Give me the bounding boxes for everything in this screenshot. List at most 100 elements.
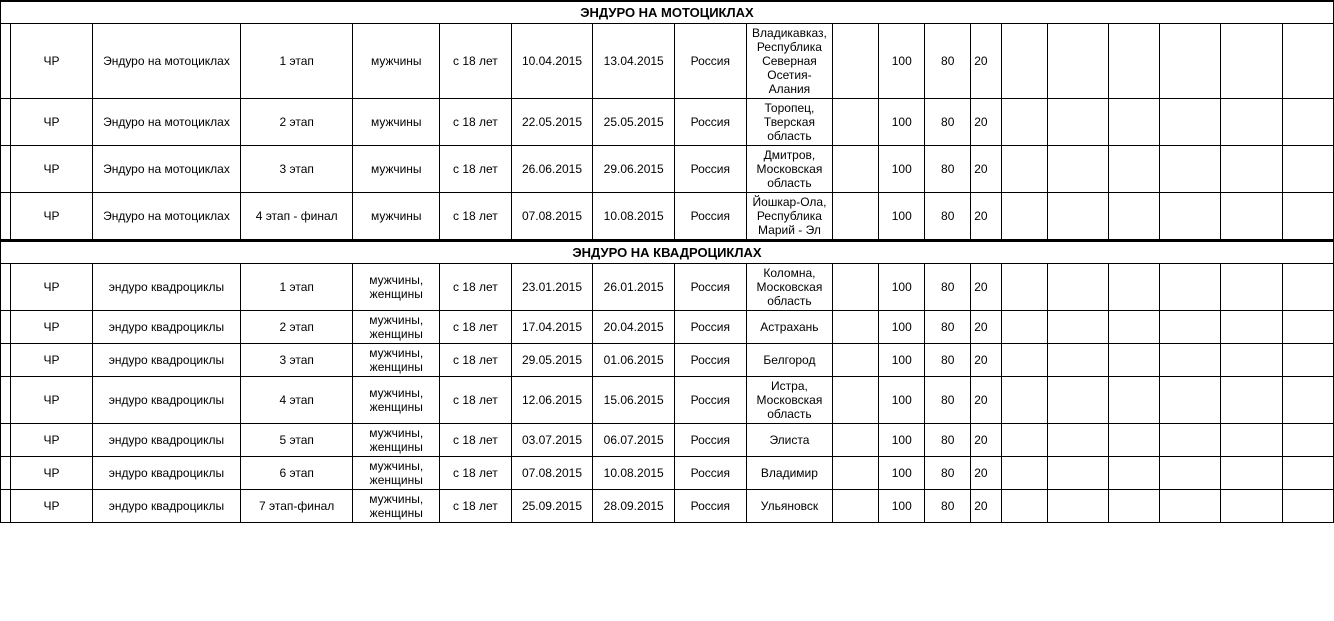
cell-c19 — [1282, 490, 1333, 523]
cell-c0 — [1, 24, 11, 99]
table-row: ЧРэндуро квадроциклы6 этапмужчины, женщи… — [1, 457, 1334, 490]
cell-c3: 7 этап-финал — [241, 490, 353, 523]
cell-c2: эндуро квадроциклы — [92, 377, 240, 424]
cell-c15 — [1047, 264, 1108, 311]
cell-c4: мужчины, женщины — [353, 490, 440, 523]
cell-c8: Россия — [675, 424, 746, 457]
cell-c12: 80 — [925, 311, 971, 344]
cell-c5: с 18 лет — [440, 146, 511, 193]
cell-c17 — [1160, 146, 1221, 193]
section-header-row: ЭНДУРО НА КВАДРОЦИКЛАХ — [1, 241, 1334, 264]
cell-c5: с 18 лет — [440, 377, 511, 424]
cell-c14 — [1001, 344, 1047, 377]
cell-c13: 20 — [971, 264, 1002, 311]
cell-c10 — [833, 146, 879, 193]
cell-c7: 28.09.2015 — [593, 490, 675, 523]
cell-c4: мужчины — [353, 146, 440, 193]
cell-c7: 01.06.2015 — [593, 344, 675, 377]
cell-c14 — [1001, 99, 1047, 146]
cell-c1: ЧР — [11, 424, 93, 457]
cell-c5: с 18 лет — [440, 424, 511, 457]
table-row: ЧРэндуро квадроциклы4 этапмужчины, женщи… — [1, 377, 1334, 424]
cell-c14 — [1001, 146, 1047, 193]
cell-c2: эндуро квадроциклы — [92, 344, 240, 377]
cell-c19 — [1282, 146, 1333, 193]
cell-c9: Йошкар-Ола, Республика Марий - Эл — [746, 193, 833, 241]
cell-c17 — [1160, 311, 1221, 344]
cell-c9: Дмитров, Московская область — [746, 146, 833, 193]
cell-c1: ЧР — [11, 377, 93, 424]
cell-c3: 3 этап — [241, 344, 353, 377]
cell-c4: мужчины, женщины — [353, 344, 440, 377]
cell-c0 — [1, 99, 11, 146]
cell-c1: ЧР — [11, 457, 93, 490]
cell-c17 — [1160, 99, 1221, 146]
cell-c15 — [1047, 24, 1108, 99]
cell-c6: 26.06.2015 — [511, 146, 593, 193]
cell-c8: Россия — [675, 377, 746, 424]
cell-c19 — [1282, 424, 1333, 457]
section-title: ЭНДУРО НА МОТОЦИКЛАХ — [1, 1, 1334, 24]
cell-c11: 100 — [879, 424, 925, 457]
cell-c3: 3 этап — [241, 146, 353, 193]
cell-c11: 100 — [879, 193, 925, 241]
cell-c15 — [1047, 99, 1108, 146]
cell-c16 — [1109, 264, 1160, 311]
cell-c15 — [1047, 490, 1108, 523]
cell-c19 — [1282, 311, 1333, 344]
cell-c14 — [1001, 377, 1047, 424]
cell-c4: мужчины, женщины — [353, 424, 440, 457]
cell-c0 — [1, 457, 11, 490]
cell-c7: 10.08.2015 — [593, 193, 675, 241]
cell-c16 — [1109, 457, 1160, 490]
cell-c10 — [833, 311, 879, 344]
cell-c12: 80 — [925, 264, 971, 311]
cell-c10 — [833, 377, 879, 424]
cell-c15 — [1047, 457, 1108, 490]
cell-c8: Россия — [675, 99, 746, 146]
cell-c16 — [1109, 311, 1160, 344]
cell-c17 — [1160, 490, 1221, 523]
table-row: ЧРэндуро квадроциклы7 этап-финалмужчины,… — [1, 490, 1334, 523]
cell-c7: 20.04.2015 — [593, 311, 675, 344]
cell-c4: мужчины — [353, 193, 440, 241]
cell-c8: Россия — [675, 193, 746, 241]
cell-c15 — [1047, 377, 1108, 424]
cell-c13: 20 — [971, 344, 1002, 377]
cell-c7: 10.08.2015 — [593, 457, 675, 490]
cell-c1: ЧР — [11, 490, 93, 523]
cell-c0 — [1, 490, 11, 523]
cell-c17 — [1160, 344, 1221, 377]
cell-c14 — [1001, 264, 1047, 311]
cell-c6: 07.08.2015 — [511, 193, 593, 241]
cell-c16 — [1109, 424, 1160, 457]
cell-c15 — [1047, 311, 1108, 344]
cell-c0 — [1, 264, 11, 311]
cell-c12: 80 — [925, 99, 971, 146]
table-row: ЧРэндуро квадроциклы2 этапмужчины, женщи… — [1, 311, 1334, 344]
cell-c0 — [1, 424, 11, 457]
cell-c7: 15.06.2015 — [593, 377, 675, 424]
table-row: ЧРЭндуро на мотоциклах2 этапмужчиныс 18 … — [1, 99, 1334, 146]
cell-c16 — [1109, 193, 1160, 241]
table-row: ЧРэндуро квадроциклы3 этапмужчины, женщи… — [1, 344, 1334, 377]
cell-c8: Россия — [675, 490, 746, 523]
cell-c14 — [1001, 24, 1047, 99]
cell-c2: Эндуро на мотоциклах — [92, 24, 240, 99]
cell-c7: 29.06.2015 — [593, 146, 675, 193]
cell-c16 — [1109, 490, 1160, 523]
cell-c13: 20 — [971, 146, 1002, 193]
cell-c6: 25.09.2015 — [511, 490, 593, 523]
cell-c1: ЧР — [11, 344, 93, 377]
cell-c8: Россия — [675, 311, 746, 344]
cell-c7: 26.01.2015 — [593, 264, 675, 311]
cell-c16 — [1109, 24, 1160, 99]
cell-c9: Коломна, Московская область — [746, 264, 833, 311]
cell-c4: мужчины, женщины — [353, 457, 440, 490]
cell-c1: ЧР — [11, 264, 93, 311]
cell-c6: 10.04.2015 — [511, 24, 593, 99]
cell-c0 — [1, 377, 11, 424]
cell-c9: Владикавказ, Республика Северная Осетия-… — [746, 24, 833, 99]
cell-c4: мужчины, женщины — [353, 377, 440, 424]
cell-c11: 100 — [879, 344, 925, 377]
